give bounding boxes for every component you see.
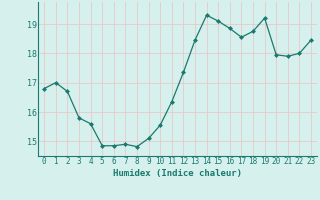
X-axis label: Humidex (Indice chaleur): Humidex (Indice chaleur)	[113, 169, 242, 178]
